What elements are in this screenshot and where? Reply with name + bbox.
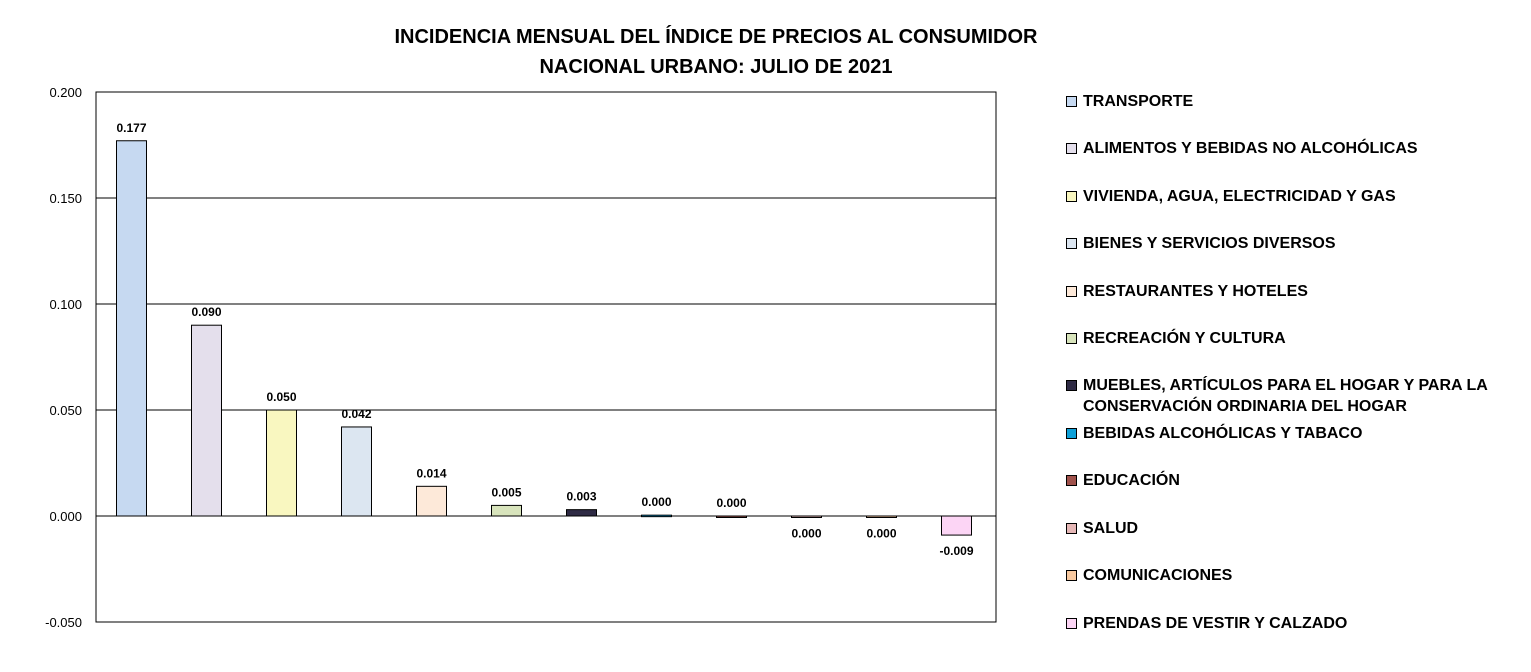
legend-item: PRENDAS DE VESTIR Y CALZADO <box>1066 613 1503 634</box>
bar <box>116 140 147 517</box>
bar-value-label: 0.000 <box>866 527 896 541</box>
bar-value-label: 0.000 <box>641 495 671 509</box>
legend-label: TRANSPORTE <box>1083 93 1194 110</box>
legend-item: EDUCACIÓN <box>1066 470 1503 491</box>
value-labels: 0.177 0.090 0.050 0.042 0.014 0.005 0.003 0.000… <box>116 121 973 558</box>
bar-value-label: 0.050 <box>266 390 296 404</box>
bar-value-label: 0.000 <box>791 527 821 541</box>
legend-item: RESTAURANTES Y HOTELES <box>1066 281 1503 302</box>
legend-item: BIENES Y SERVICIOS DIVERSOS <box>1066 233 1503 254</box>
bar-value-label: 0.177 <box>116 121 146 135</box>
legend-item: BEBIDAS ALCOHÓLICAS Y TABACO <box>1066 423 1503 444</box>
bar-value-label: 0.042 <box>341 407 371 421</box>
bar-value-label: -0.009 <box>939 544 973 558</box>
bar <box>566 509 597 517</box>
y-tick-label: 0.000 <box>49 509 82 524</box>
bar <box>791 515 822 518</box>
legend-swatch <box>1066 570 1077 581</box>
bar <box>716 515 747 518</box>
bar <box>941 515 972 536</box>
legend-label: VIVIENDA, AGUA, ELECTRICIDAD Y GAS <box>1083 188 1396 205</box>
legend-label: SALUD <box>1083 520 1139 537</box>
legend-label: EDUCACIÓN <box>1083 472 1180 489</box>
chart-title: INCIDENCIA MENSUAL DEL ÍNDICE DE PRECIOS… <box>390 22 1042 82</box>
bar-value-label: 0.014 <box>416 466 446 480</box>
legend-label: COMUNICACIONES <box>1083 567 1233 584</box>
legend-label: RESTAURANTES Y HOTELES <box>1083 283 1308 300</box>
chart-title-line-1: INCIDENCIA MENSUAL DEL ÍNDICE DE PRECIOS… <box>394 26 1038 48</box>
bar-value-label: 0.005 <box>491 485 521 499</box>
legend-swatch <box>1066 618 1077 629</box>
bar <box>491 504 522 517</box>
plot-area <box>95 91 997 623</box>
legend-label: BIENES Y SERVICIOS DIVERSOS <box>1083 235 1336 252</box>
bar <box>866 515 897 518</box>
bars <box>116 140 972 536</box>
legend-item: RECREACIÓN Y CULTURA <box>1066 328 1503 349</box>
legend-item: TRANSPORTE <box>1066 91 1503 112</box>
bar <box>341 426 372 517</box>
bar <box>191 324 222 517</box>
legend-swatch <box>1066 96 1077 107</box>
legend-swatch <box>1066 523 1077 534</box>
legend-label: RECREACIÓN Y CULTURA <box>1083 330 1286 347</box>
legend-item: SALUD <box>1066 518 1503 539</box>
legend-item: ALIMENTOS Y BEBIDAS NO ALCOHÓLICAS <box>1066 138 1503 159</box>
y-tick-label: 0.050 <box>49 403 82 418</box>
chart-title-line-2: NACIONAL URBANO: JULIO DE 2021 <box>539 56 893 78</box>
legend: TRANSPORTE ALIMENTOS Y BEBIDAS NO ALCOHÓL… <box>1066 0 1526 672</box>
legend-swatch <box>1066 380 1077 391</box>
legend-item: COMUNICACIONES <box>1066 565 1503 586</box>
legend-swatch <box>1066 143 1077 154</box>
legend-label: MUEBLES, ARTÍCULOS PARA EL HOGAR Y PARA … <box>1083 377 1488 415</box>
legend-swatch <box>1066 333 1077 344</box>
y-tick-label: 0.150 <box>49 191 82 206</box>
bar <box>416 485 447 517</box>
bar <box>641 514 672 518</box>
legend-label: ALIMENTOS Y BEBIDAS NO ALCOHÓLICAS <box>1083 140 1418 157</box>
y-tick-label: -0.050 <box>45 615 82 630</box>
y-tick-label: 0.100 <box>49 297 82 312</box>
legend-swatch <box>1066 191 1077 202</box>
gridlines <box>96 91 996 623</box>
y-axis: 0.200 0.150 0.100 0.050 0.000 -0.050 <box>45 85 82 630</box>
legend-label: PRENDAS DE VESTIR Y CALZADO <box>1083 615 1348 632</box>
bar-value-label: 0.000 <box>716 496 746 510</box>
legend-swatch <box>1066 238 1077 249</box>
y-tick-label: 0.200 <box>49 85 82 100</box>
bar <box>266 409 297 517</box>
legend-swatch <box>1066 286 1077 297</box>
legend-item: VIVIENDA, AGUA, ELECTRICIDAD Y GAS <box>1066 186 1503 207</box>
bar-value-label: 0.003 <box>566 490 596 504</box>
legend-swatch <box>1066 428 1077 439</box>
legend-item: MUEBLES, ARTÍCULOS PARA EL HOGAR Y PARA … <box>1066 375 1503 417</box>
legend-label: BEBIDAS ALCOHÓLICAS Y TABACO <box>1083 425 1363 442</box>
bar-value-label: 0.090 <box>191 305 221 319</box>
legend-swatch <box>1066 475 1077 486</box>
